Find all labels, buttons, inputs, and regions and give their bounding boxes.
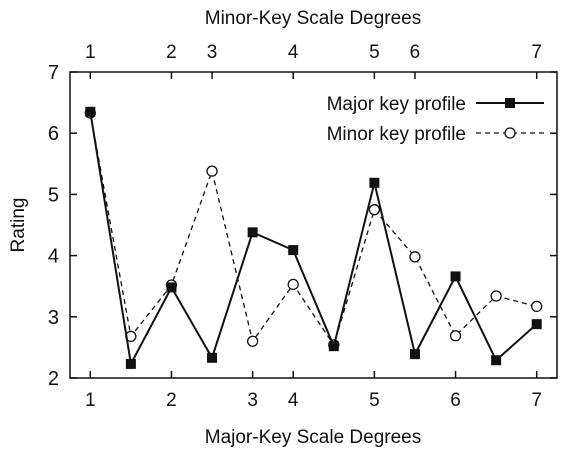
x-top-tick-label: 6 [410,42,421,63]
x-top-tick-label: 3 [207,42,218,63]
series-line-minor [89,112,537,347]
x-top-tick-label: 2 [166,42,177,63]
y-tick-label: 4 [48,246,59,268]
series-line-major [89,111,538,368]
minor-point [409,251,421,263]
minor-point [449,330,462,342]
minor-point [490,290,502,302]
plot-frame [69,71,558,379]
x-bottom-tick-label: 7 [531,390,542,411]
minor-point [287,278,299,291]
x-bottom-tick-label: 5 [369,390,380,411]
major-point [85,106,96,117]
legend-label: Minor key profile [327,124,466,145]
x-axis-top-label: Minor-Key Scale Degrees [205,8,421,29]
x-bottom-tick-label: 4 [288,390,299,411]
x-axis-bottom-label: Major-Key Scale Degrees [205,427,421,448]
major-point [531,319,542,330]
legend: Major key profile Minor key profile [327,94,544,145]
x-top-tick-label: 5 [369,42,380,63]
major-point [247,227,258,238]
x-top-tick-label: 1 [85,42,96,63]
x-bottom-tick-label: 6 [450,390,461,411]
x-bottom-tick-label: 3 [247,390,258,411]
y-tick-label: 7 [48,62,59,84]
minor-point [368,204,381,216]
major-point [328,341,339,352]
major-point [369,177,380,188]
legend-label: Major key profile [327,94,466,115]
minor-point [206,165,218,177]
x-top-tick-label: 7 [531,42,542,63]
y-tick-label: 3 [48,307,59,329]
minor-point [246,335,259,347]
axes-layer: 2 3 4 5 6 7 1 2 3 4 5 6 7 1 2 3 4 5 6 7 [48,42,557,411]
x-bottom-tick-label: 2 [166,390,177,411]
x-top-tick-label: 4 [288,42,299,63]
major-point [450,271,461,282]
series-layer [84,106,543,369]
y-tick-label: 2 [48,368,59,390]
minor-point [531,300,543,313]
y-axis-label: Rating [8,198,29,253]
y-tick-label: 6 [48,123,59,145]
major-point [409,349,420,360]
major-point [288,245,299,256]
legend-marker [504,127,516,139]
major-point [491,355,502,366]
legend-marker [505,98,515,108]
y-tick-label: 5 [48,184,59,206]
x-bottom-tick-label: 1 [85,390,96,411]
major-point [125,358,136,369]
major-point [207,352,218,363]
major-point [166,282,177,293]
